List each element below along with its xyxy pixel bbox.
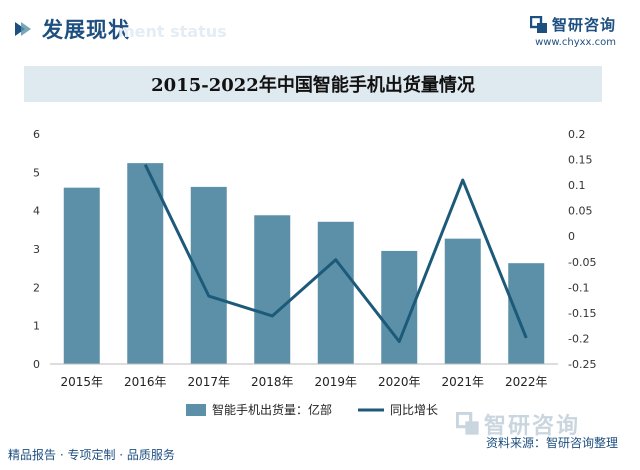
x-tick-label: 2019年 xyxy=(314,375,357,389)
section-title: 发展现状 xyxy=(42,18,130,42)
x-tick-label: 2020年 xyxy=(378,375,421,389)
chart-title-box: 2015-2022年中国智能手机出货量情况 xyxy=(24,66,602,102)
y-left-tick-label: 0 xyxy=(33,358,40,371)
y-left-tick-label: 1 xyxy=(33,320,40,333)
y-right-tick-label: 0 xyxy=(568,230,575,243)
bar xyxy=(317,221,354,364)
bar xyxy=(63,187,100,364)
y-right-tick-label: -0.25 xyxy=(568,358,596,371)
y-right-tick-label: -0.15 xyxy=(568,307,596,320)
y-left-tick-label: 3 xyxy=(33,243,40,256)
y-right-tick-label: -0.1 xyxy=(568,281,589,294)
bar xyxy=(127,163,164,364)
section-ghost-text: ment status xyxy=(118,22,227,41)
y-right-tick-label: -0.2 xyxy=(568,332,589,345)
x-tick-label: 2022年 xyxy=(505,375,548,389)
x-tick-label: 2015年 xyxy=(60,375,103,389)
bar xyxy=(254,215,291,364)
x-tick-label: 2018年 xyxy=(251,375,294,389)
y-left-tick-label: 5 xyxy=(33,166,40,179)
watermark-text: 智研咨询 xyxy=(484,414,581,439)
bar xyxy=(190,186,227,364)
bar xyxy=(444,238,481,364)
y-right-tick-label: 0.05 xyxy=(568,205,593,218)
y-left-tick-label: 6 xyxy=(33,128,40,141)
y-right-tick-label: 0.2 xyxy=(568,128,586,141)
brand-logo-icon xyxy=(529,15,547,33)
chart-title: 2015-2022年中国智能手机出货量情况 xyxy=(151,75,475,96)
brand-url: www.chyxx.com xyxy=(535,37,616,48)
legend-label-line: 同比增长 xyxy=(390,403,438,417)
x-tick-label: 2016年 xyxy=(124,375,167,389)
y-left-tick-label: 2 xyxy=(33,281,40,294)
chevron-right-icon xyxy=(15,22,31,36)
y-left-tick-label: 4 xyxy=(33,205,40,218)
bar xyxy=(508,263,545,364)
source-note: 资料来源：智研咨询整理 xyxy=(485,436,618,450)
x-tick-label: 2017年 xyxy=(187,375,230,389)
y-right-tick-label: 0.15 xyxy=(568,154,593,167)
watermark-logo: 智研咨询 xyxy=(456,408,580,440)
chart: 0 1 2 3 4 5 6 -0.25 -0.2 -0.15 -0.1 -0.05 0 0.05 0.1 0.… xyxy=(33,128,596,417)
y-right-tick-label: 0.1 xyxy=(568,179,586,192)
watermark-logo-icon xyxy=(456,412,479,435)
brand-name: 智研咨询 xyxy=(551,16,616,34)
header-bar: 发展现状 ment status 智研咨询 www.chyxx.com xyxy=(0,0,640,66)
brand: 智研咨询 www.chyxx.com xyxy=(529,14,616,48)
legend-label-bar: 智能手机出货量：亿部 xyxy=(212,402,332,417)
x-tick-label: 2021年 xyxy=(441,375,484,389)
section-heading: 发展现状 xyxy=(12,14,130,44)
y-right-tick-label: -0.05 xyxy=(568,256,596,269)
footer-tagline: 精品报告 · 专项定制 · 品质服务 xyxy=(8,448,175,462)
legend-swatch-bar xyxy=(186,404,206,416)
